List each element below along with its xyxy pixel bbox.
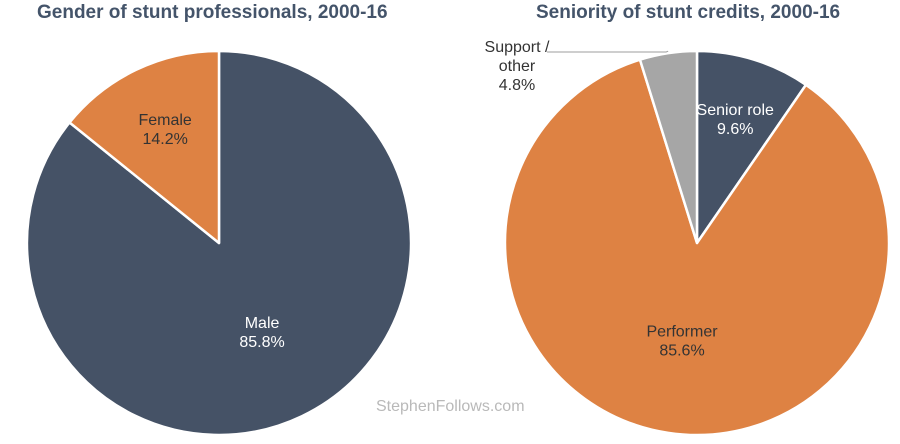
- slice-name-support-other: Support /: [485, 39, 550, 56]
- chart-title-gender: Gender of stunt professionals, 2000-16: [37, 2, 388, 23]
- slice-name-female: Female: [138, 112, 191, 129]
- slice-name-support-other: other: [499, 58, 536, 75]
- pie-slice-performer: [503, 58, 891, 437]
- slice-value-performer: 85.6%: [659, 342, 704, 359]
- slice-label-senior-role: Senior role 9.6%: [697, 102, 774, 138]
- watermark: StephenFollows.com: [376, 398, 525, 415]
- pie-slice-female: [68, 49, 221, 245]
- slice-value-male: 85.8%: [239, 334, 284, 351]
- slice-label-performer: Performer 85.6%: [646, 323, 718, 359]
- slice-name-performer: Performer: [646, 323, 718, 340]
- slice-name-senior-role: Senior role: [697, 102, 774, 119]
- pie-slice-senior-role: [695, 49, 808, 245]
- slice-value-support-other: 4.8%: [499, 77, 535, 94]
- slice-label-support-other: Support / other 4.8%: [485, 39, 669, 94]
- chart-title-seniority: Seniority of stunt credits, 2000-16: [536, 2, 841, 23]
- pie-slice-support-other: [638, 49, 699, 245]
- slice-value-female: 14.2%: [142, 131, 187, 148]
- leader-line: [547, 50, 669, 53]
- slice-name-male: Male: [245, 315, 280, 332]
- slice-label-female: Female 14.2%: [138, 112, 191, 148]
- slice-value-senior-role: 9.6%: [717, 121, 753, 138]
- slice-label-male: Male 85.8%: [239, 315, 284, 351]
